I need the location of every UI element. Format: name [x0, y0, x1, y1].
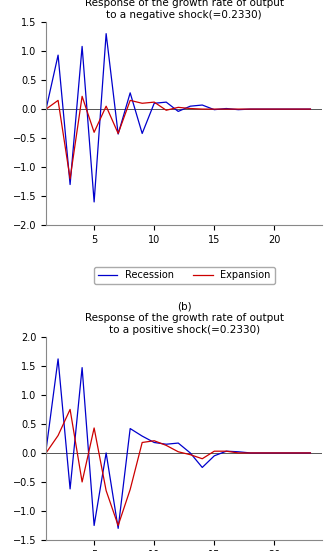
Legend: Recession, Expansion: Recession, Expansion	[94, 267, 275, 284]
Title: Response of the growth rate of output
to a negative shock(=0.2330): Response of the growth rate of output to…	[85, 0, 284, 20]
Title: (b)
Response of the growth rate of output
to a positive shock(=0.2330): (b) Response of the growth rate of outpu…	[85, 301, 284, 334]
